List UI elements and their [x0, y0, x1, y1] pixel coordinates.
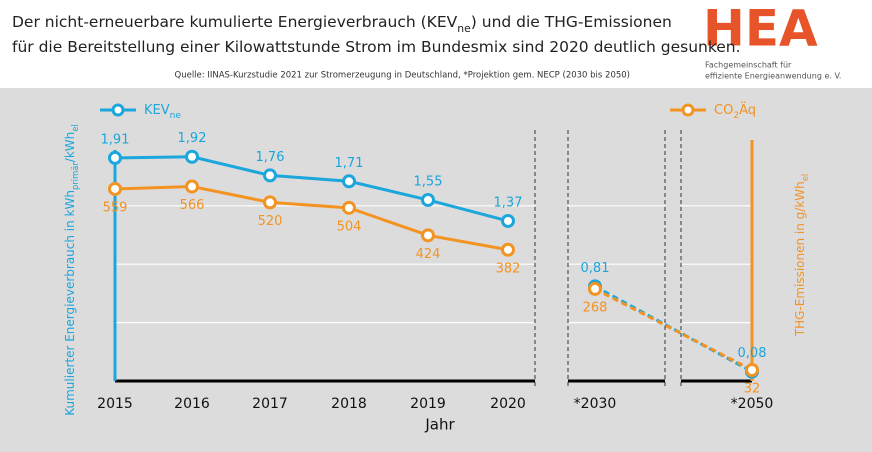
logo-line: effiziente Energieanwendung e. V. — [705, 72, 841, 81]
data-label: 1,71 — [335, 156, 364, 171]
x-tick-label: 2017 — [252, 396, 288, 412]
data-label: 559 — [103, 200, 128, 215]
y2-axis-label-part: el — [800, 174, 810, 181]
y-axis-label-part: Kumulierter Energieverbrauch in kWh — [63, 190, 77, 416]
chart-title-part: ) und die THG-Emissionen — [471, 13, 672, 31]
chart-title-part: Der nicht-erneuerbare kumulierte Energie… — [12, 13, 458, 31]
legend-label: CO2Äq — [714, 102, 756, 121]
logo-title: HEA — [703, 0, 818, 58]
data-label: 268 — [583, 300, 608, 315]
data-label: 1,76 — [256, 150, 285, 165]
data-label: 1,91 — [101, 132, 130, 147]
data-label: 566 — [180, 198, 205, 213]
data-label: 1,37 — [494, 195, 523, 210]
data-point — [501, 242, 515, 257]
data-point — [185, 179, 199, 194]
source: Quelle: IINAS-Kurzstudie 2021 zur Strome… — [175, 71, 630, 81]
y-axis-label-part: primär — [70, 162, 80, 190]
y-axis-label-part: el — [70, 124, 80, 131]
x-tick-label: *2050 — [731, 396, 774, 412]
data-point — [185, 149, 199, 164]
legend-marker — [681, 103, 695, 117]
y2-axis-label: THG-Emissionen in g/kWhel — [793, 174, 810, 338]
series-line — [114, 185, 509, 252]
x-axis-label: Jahr — [424, 416, 455, 434]
legend-label-part: 2 — [733, 111, 739, 121]
data-point — [745, 363, 759, 378]
data-label: 382 — [496, 261, 521, 276]
plot-background — [0, 88, 872, 452]
data-point — [342, 174, 356, 189]
legend-label-part: ne — [170, 111, 182, 121]
x-tick-label: 2018 — [331, 396, 367, 412]
data-label: 0,08 — [738, 346, 767, 361]
data-point — [421, 192, 435, 207]
data-label: 504 — [337, 219, 362, 234]
data-point — [108, 181, 122, 196]
chart-title-part: ne — [457, 22, 471, 35]
chart-title-part: für die Bereitstellung einer Kilowattstu… — [12, 38, 741, 56]
x-tick-label: 2016 — [174, 396, 210, 412]
x-tick-label: 2020 — [490, 396, 526, 412]
data-point — [421, 228, 435, 243]
data-label: 520 — [258, 214, 283, 229]
legend-label-part: CO — [714, 103, 733, 118]
legend-label-part: Äq — [739, 102, 756, 118]
data-label: 1,55 — [414, 174, 443, 189]
y2-axis-label-part: THG-Emissionen in g/kWh — [793, 181, 807, 337]
legend-label-part: KEV — [144, 103, 170, 118]
y-axis-label: Kumulierter Energieverbrauch in kWhprimä… — [63, 124, 80, 416]
legend-marker — [111, 103, 125, 117]
x-tick-label: 2015 — [97, 396, 133, 412]
chart-title: für die Bereitstellung einer Kilowattstu… — [12, 38, 741, 56]
x-tick-label: *2030 — [574, 396, 617, 412]
data-point — [263, 195, 277, 210]
y-axis-label-part: /kWh — [63, 132, 77, 162]
data-point — [501, 213, 515, 228]
data-label: 32 — [744, 382, 761, 397]
data-point — [263, 168, 277, 183]
data-label: 1,92 — [178, 131, 207, 146]
data-label: 0,81 — [581, 261, 610, 276]
data-point — [588, 281, 602, 296]
x-tick-label: 2019 — [410, 396, 446, 412]
legend-label: KEVne — [144, 103, 181, 121]
data-label: 424 — [416, 247, 441, 262]
logo-line: Fachgemeinschaft für — [705, 61, 792, 70]
series-line — [114, 155, 509, 223]
data-point — [108, 150, 122, 165]
chart-title: Der nicht-erneuerbare kumulierte Energie… — [12, 13, 672, 35]
data-point — [342, 200, 356, 215]
